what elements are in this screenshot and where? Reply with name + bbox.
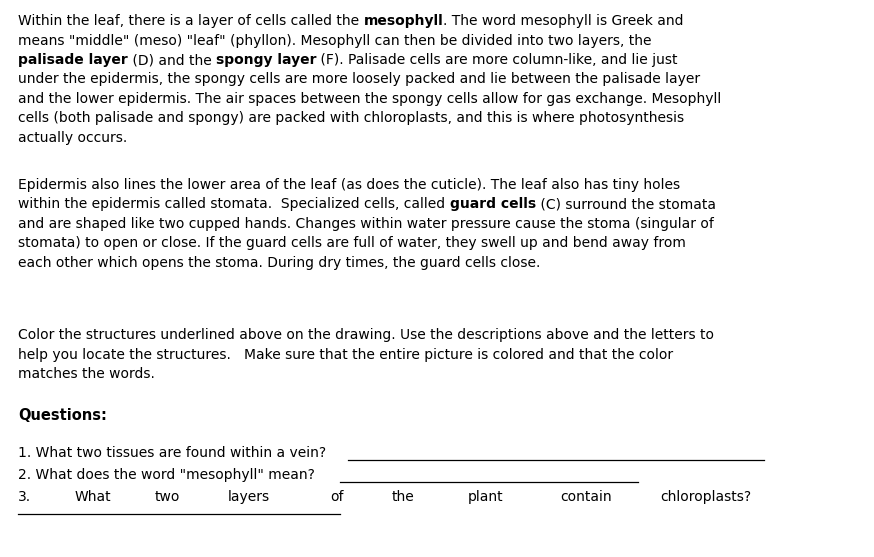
- Text: (D) and the: (D) and the: [128, 53, 216, 67]
- Text: (C) surround the stomata: (C) surround the stomata: [536, 198, 716, 212]
- Text: help you locate the structures.   Make sure that the entire picture is colored a: help you locate the structures. Make sur…: [18, 348, 673, 361]
- Text: mesophyll: mesophyll: [364, 14, 443, 28]
- Text: 3.: 3.: [18, 490, 31, 504]
- Text: palisade layer: palisade layer: [18, 53, 128, 67]
- Text: under the epidermis, the spongy cells are more loosely packed and lie between th: under the epidermis, the spongy cells ar…: [18, 72, 700, 86]
- Text: the: the: [392, 490, 415, 504]
- Text: 1. What two tissues are found within a vein?: 1. What two tissues are found within a v…: [18, 446, 326, 460]
- Text: and are shaped like two cupped hands. Changes within water pressure cause the st: and are shaped like two cupped hands. Ch…: [18, 217, 714, 231]
- Text: of: of: [330, 490, 343, 504]
- Text: within the epidermis called stomata.  Specialized cells, called: within the epidermis called stomata. Spe…: [18, 198, 449, 212]
- Text: chloroplasts?: chloroplasts?: [660, 490, 751, 504]
- Text: stomata) to open or close. If the guard cells are full of water, they swell up a: stomata) to open or close. If the guard …: [18, 237, 686, 251]
- Text: actually occurs.: actually occurs.: [18, 131, 128, 145]
- Text: (F). Palisade cells are more column-like, and lie just: (F). Palisade cells are more column-like…: [316, 53, 678, 67]
- Text: Within the leaf, there is a layer of cells called the: Within the leaf, there is a layer of cel…: [18, 14, 364, 28]
- Text: . The word mesophyll is Greek and: . The word mesophyll is Greek and: [443, 14, 683, 28]
- Text: What: What: [75, 490, 112, 504]
- Text: and the lower epidermis. The air spaces between the spongy cells allow for gas e: and the lower epidermis. The air spaces …: [18, 92, 721, 106]
- Text: matches the words.: matches the words.: [18, 367, 155, 381]
- Text: spongy layer: spongy layer: [216, 53, 316, 67]
- Text: plant: plant: [468, 490, 503, 504]
- Text: contain: contain: [560, 490, 612, 504]
- Text: Color the structures underlined above on the drawing. Use the descriptions above: Color the structures underlined above on…: [18, 328, 714, 342]
- Text: 2. What does the word "mesophyll" mean?: 2. What does the word "mesophyll" mean?: [18, 468, 315, 482]
- Text: layers: layers: [228, 490, 270, 504]
- Text: guard cells: guard cells: [449, 198, 536, 212]
- Text: Epidermis also lines the lower area of the leaf (as does the cuticle). The leaf : Epidermis also lines the lower area of t…: [18, 178, 680, 192]
- Text: two: two: [155, 490, 180, 504]
- Text: means "middle" (meso) "leaf" (phyllon). Mesophyll can then be divided into two l: means "middle" (meso) "leaf" (phyllon). …: [18, 33, 651, 47]
- Text: cells (both palisade and spongy) are packed with chloroplasts, and this is where: cells (both palisade and spongy) are pac…: [18, 111, 684, 125]
- Text: Questions:: Questions:: [18, 408, 107, 423]
- Text: each other which opens the stoma. During dry times, the guard cells close.: each other which opens the stoma. During…: [18, 256, 540, 270]
